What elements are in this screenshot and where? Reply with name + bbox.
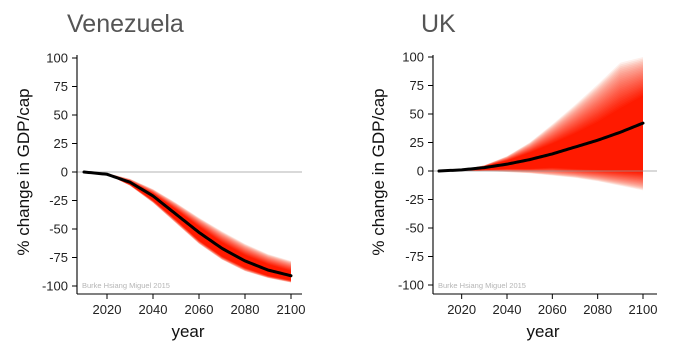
credit-text: Burke Hsiang Miguel 2015 (438, 281, 526, 290)
credit-text: Burke Hsiang Miguel 2015 (82, 281, 170, 290)
x-tick-label: 2040 (139, 302, 168, 317)
median-projection-line (437, 121, 645, 173)
projection-band (84, 172, 291, 281)
x-axis-label: year (526, 322, 559, 341)
y-tick-label: -50 (49, 222, 68, 237)
x-tick-label: 2060 (185, 302, 214, 317)
y-tick-label: 75 (410, 78, 424, 93)
x-tick-label: 2100 (277, 302, 306, 317)
y-tick-label: 25 (410, 135, 424, 150)
y-tick-label: -100 (42, 279, 68, 294)
projection-fan (84, 172, 291, 283)
y-axis-label: % change in GDP/cap (14, 88, 33, 255)
y-tick-label: 75 (54, 79, 68, 94)
y-tick-label: -75 (405, 249, 424, 264)
projection-fan (439, 57, 643, 191)
y-tick-label: -100 (398, 278, 424, 293)
median-projection-line (82, 170, 293, 278)
y-tick-label: 0 (417, 164, 424, 179)
y-tick-label: -75 (49, 250, 68, 265)
x-tick-label: 2100 (629, 302, 658, 317)
x-tick-label: 2040 (493, 302, 522, 317)
x-tick-label: 2020 (93, 302, 122, 317)
y-tick-label: 0 (61, 165, 68, 180)
y-axis-label: % change in GDP/cap (369, 88, 388, 255)
chart-title: Venezuela (67, 10, 184, 38)
y-tick-label: 100 (46, 51, 68, 66)
x-tick-label: 2020 (447, 302, 476, 317)
chart-title: UK (421, 10, 456, 38)
x-tick-label: 2060 (538, 302, 567, 317)
y-tick-label: 50 (54, 108, 68, 123)
x-tick-label: 2080 (231, 302, 260, 317)
chart-panel-uk: UK % change in GDP/cap year Burke Hsiang… (369, 10, 657, 341)
chart-panel-venezuela: Venezuela % change in GDP/cap year Burke… (14, 10, 305, 341)
x-tick-label: 2080 (583, 302, 612, 317)
y-tick-label: 25 (54, 136, 68, 151)
y-tick-label: 50 (410, 107, 424, 122)
y-tick-label: -50 (405, 221, 424, 236)
y-tick-label: -25 (49, 193, 68, 208)
y-tick-label: -25 (405, 192, 424, 207)
projection-band (439, 95, 643, 173)
y-tick-label: 100 (402, 50, 424, 65)
x-axis-label: year (171, 322, 204, 341)
